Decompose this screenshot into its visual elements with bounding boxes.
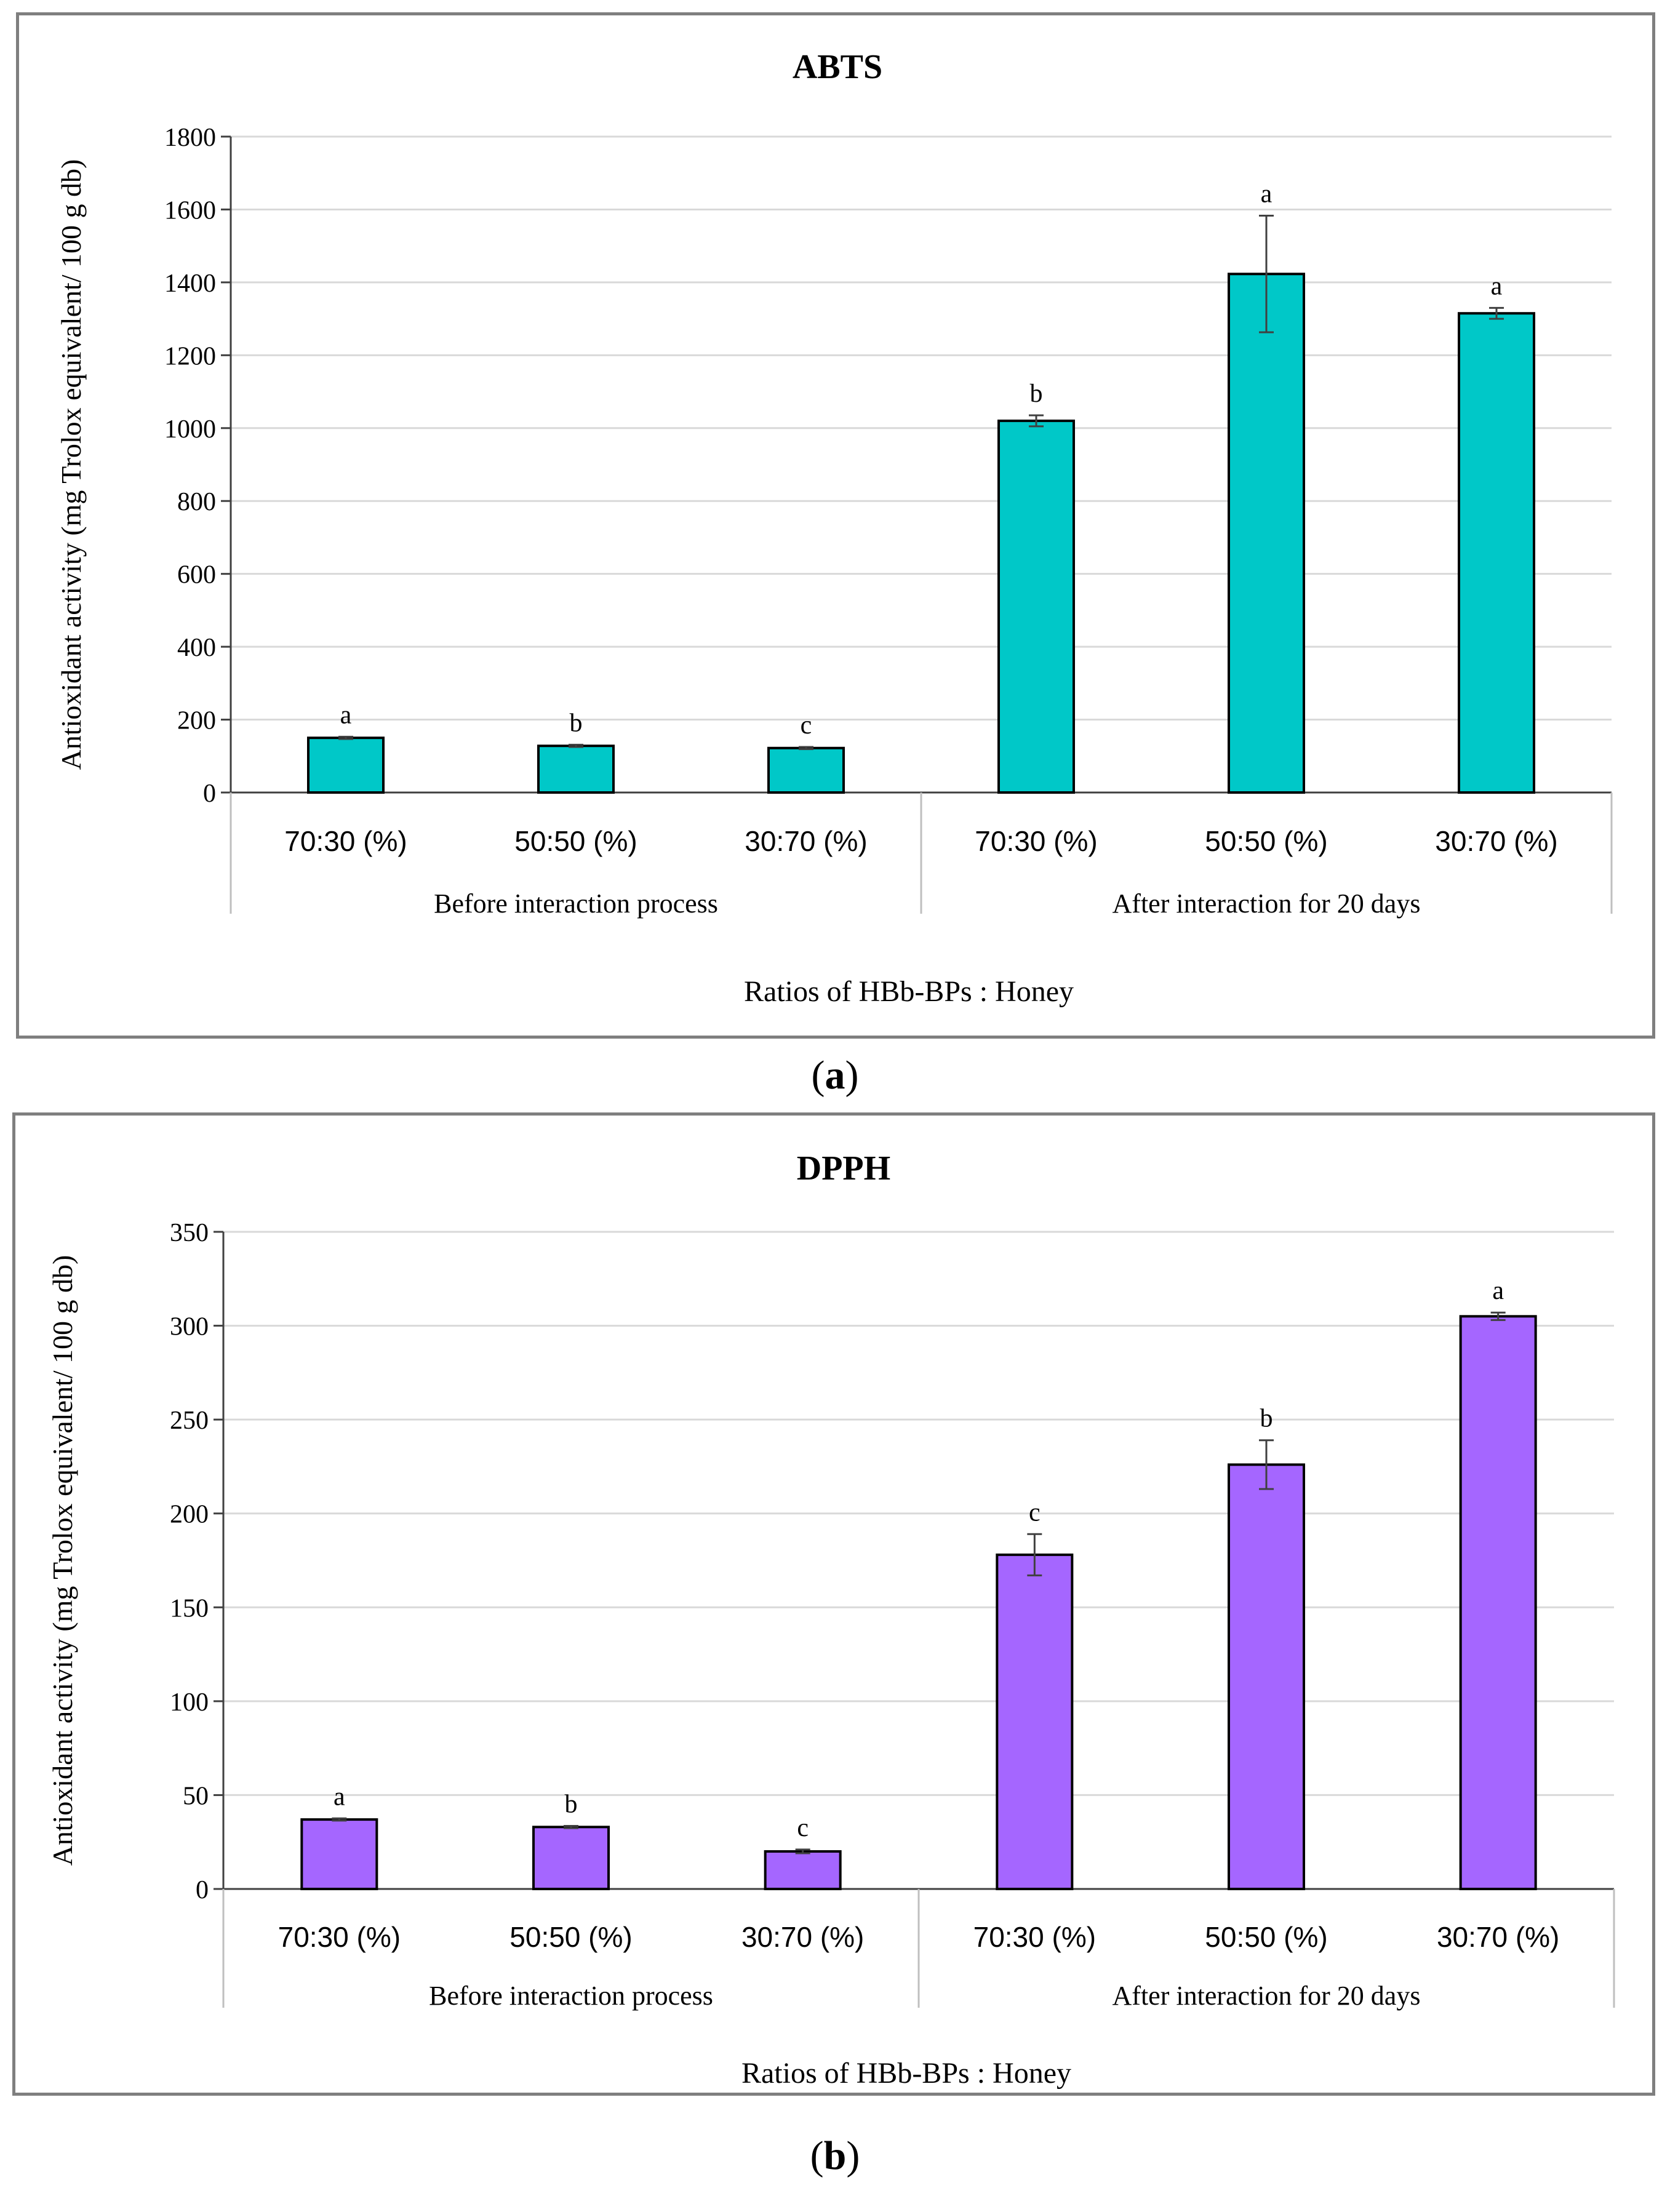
bar	[307, 737, 385, 794]
y-tick-label: 600	[177, 561, 216, 589]
x-axis-label: Ratios of HBb-BPs : Honey	[744, 975, 1074, 1008]
y-tick-label: 200	[170, 1501, 209, 1529]
bar	[767, 746, 845, 794]
caption-a: (a)	[811, 1053, 859, 1098]
chart-panel-dpph: DPPH 0 50 100 150 200 250 300 350 Antioxidant act…	[12, 1112, 1655, 2096]
category-label: 70:30 (%)	[973, 1921, 1096, 1953]
significance-letter: b	[1260, 1405, 1273, 1433]
category-label: 50:50 (%)	[1205, 825, 1327, 857]
y-axis-label: Antioxidant activity (mg Trolox equivale…	[55, 159, 87, 770]
category-label: 70:30 (%)	[278, 1921, 401, 1953]
significance-letter: a	[1492, 1277, 1504, 1305]
group-label: Before interaction process	[429, 1981, 713, 2011]
y-tick-label: 1400	[164, 270, 216, 298]
category-label: 30:70 (%)	[1437, 1921, 1559, 1953]
significance-letter: a	[1491, 272, 1503, 300]
significance-letter: b	[1030, 380, 1043, 408]
category-label: 50:50 (%)	[509, 1921, 632, 1953]
significance-letter: b	[570, 709, 583, 737]
significance-letter: c	[1029, 1498, 1041, 1527]
y-tick-label: 300	[170, 1313, 209, 1341]
y-tick-label: 1200	[164, 342, 216, 370]
significance-letter: a	[1261, 180, 1272, 209]
significance-letter: a	[340, 701, 352, 729]
bar	[1459, 1315, 1537, 1891]
y-tick-label: 400	[177, 634, 216, 662]
bar	[1228, 273, 1305, 794]
y-axis-label: Antioxidant activity (mg Trolox equivale…	[47, 1255, 78, 1866]
abts-chart: ABTS 0 200 400 600 800 1000 1200 1400 1600 1800 Ant…	[55, 48, 1613, 1008]
bar	[1228, 1463, 1305, 1890]
category-label: 30:70 (%)	[745, 825, 867, 857]
y-tick-label: 200	[177, 707, 216, 735]
y-tick-label: 1000	[164, 415, 216, 444]
bar	[996, 1553, 1074, 1890]
significance-letter: b	[565, 1790, 578, 1818]
chart-panel-abts: ABTS 0 200 400 600 800 1000 1200 1400 1600 1800 Ant…	[16, 12, 1655, 1039]
x-axis-label: Ratios of HBb-BPs : Honey	[741, 2057, 1071, 2090]
y-tick-label: 800	[177, 488, 216, 516]
y-tick-label: 350	[170, 1219, 209, 1247]
chart-title: ABTS	[793, 48, 882, 86]
y-tick-label: 50	[183, 1782, 209, 1810]
bar	[997, 419, 1075, 794]
bar	[532, 1826, 610, 1890]
chart-title: DPPH	[797, 1149, 890, 1188]
category-label: 50:50 (%)	[514, 825, 637, 857]
group-label: Before interaction process	[434, 888, 718, 919]
category-label: 50:50 (%)	[1205, 1921, 1327, 1953]
dpph-chart: DPPH 0 50 100 150 200 250 300 350 Antioxidant act…	[47, 1149, 1615, 2090]
y-tick-label: 250	[170, 1407, 209, 1435]
y-tick-label: 0	[203, 780, 216, 808]
bar	[1458, 312, 1535, 794]
category-label: 30:70 (%)	[741, 1921, 864, 1953]
y-tick-label: 1800	[164, 124, 216, 152]
significance-letter: c	[797, 1814, 809, 1842]
y-tick-label: 0	[196, 1876, 209, 1904]
bar	[300, 1818, 378, 1891]
significance-letter: c	[801, 711, 812, 740]
significance-letter: a	[334, 1783, 345, 1811]
bar	[537, 745, 615, 794]
caption-b: (b)	[810, 2133, 860, 2178]
category-label: 30:70 (%)	[1435, 825, 1557, 857]
y-tick-label: 100	[170, 1688, 209, 1717]
group-label: After interaction for 20 days	[1113, 888, 1421, 919]
y-tick-label: 150	[170, 1594, 209, 1623]
group-label: After interaction for 20 days	[1113, 1981, 1421, 2011]
category-label: 70:30 (%)	[975, 825, 1097, 857]
y-tick-label: 1600	[164, 196, 216, 225]
bar	[764, 1850, 842, 1891]
category-label: 70:30 (%)	[284, 825, 407, 857]
